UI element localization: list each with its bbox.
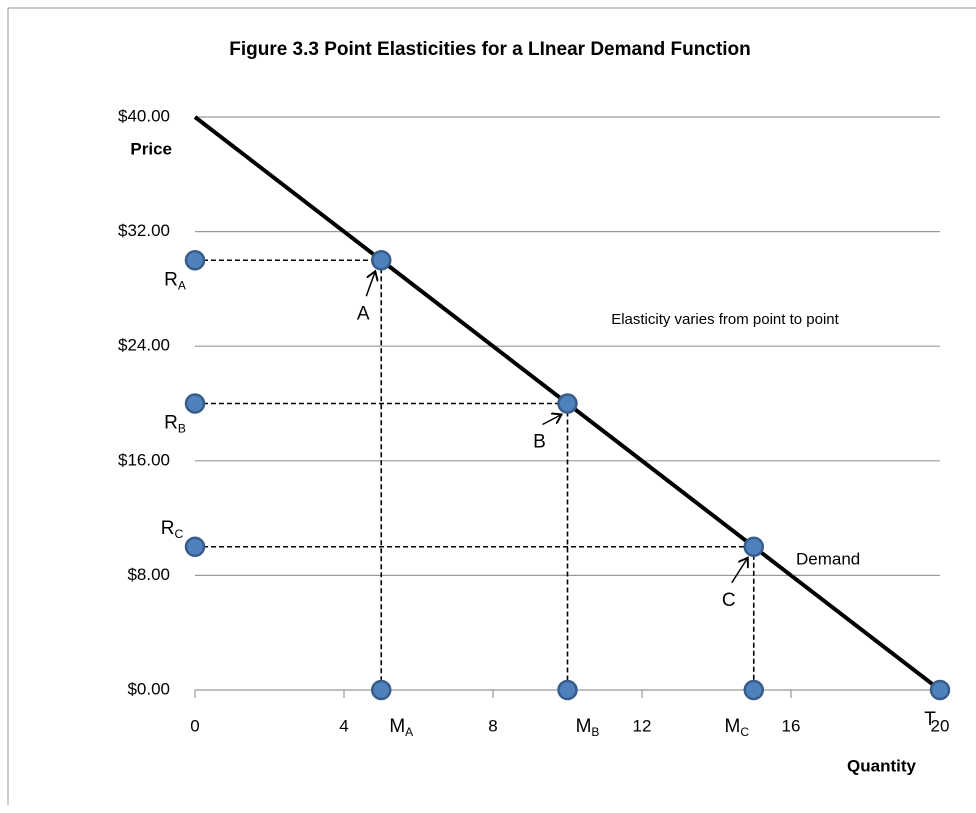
annotation: Elasticity varies from point to point: [611, 311, 839, 328]
point-label: MA: [389, 716, 413, 739]
x-tick-label: 16: [782, 716, 801, 735]
point-label: RA: [164, 269, 186, 292]
x-axis-label: Quantity: [847, 756, 916, 775]
label-text: A: [357, 303, 370, 324]
y-tick-label: $40.00: [118, 106, 170, 125]
y-tick-label: $8.00: [127, 565, 170, 584]
label-subscript: A: [405, 725, 413, 739]
label-text: M: [389, 716, 405, 737]
chart-title: Figure 3.3 Point Elasticities for a LIne…: [229, 39, 751, 60]
point: [371, 679, 392, 701]
x-tick-label: 4: [339, 716, 348, 735]
pointer-arrow: [731, 558, 748, 584]
y-tick-label: $32.00: [118, 221, 170, 240]
point-label: A: [357, 303, 370, 324]
label-text: T: [924, 709, 936, 730]
point-label: T: [924, 709, 936, 730]
label-text: R: [161, 518, 175, 539]
x-tick-label: 8: [488, 716, 497, 735]
label-text: M: [576, 716, 592, 737]
label-subscript: B: [591, 725, 599, 739]
point: [184, 536, 206, 557]
label-text: M: [725, 716, 741, 737]
y-tick-label: $0.00: [127, 679, 170, 698]
point: [371, 250, 392, 271]
point: [929, 679, 951, 701]
x-tick-label: 12: [633, 716, 652, 735]
point-label: B: [533, 432, 546, 453]
y-tick-label: $24.00: [118, 336, 170, 355]
label-text: R: [164, 269, 178, 290]
point-label: MB: [576, 716, 600, 739]
x-tick-label: 0: [190, 716, 199, 735]
point: [184, 250, 206, 271]
label-text: B: [533, 432, 546, 453]
label-text: C: [722, 590, 736, 611]
point: [743, 536, 764, 557]
point-label: MC: [725, 716, 750, 739]
series-label: Demand: [796, 549, 860, 568]
y-axis-label: Price: [130, 139, 172, 158]
label-subscript: A: [178, 278, 186, 292]
point: [557, 679, 578, 701]
point: [557, 393, 578, 414]
label-subscript: B: [178, 422, 186, 436]
point: [184, 393, 206, 414]
point-label: RC: [161, 518, 184, 541]
point-label: RB: [164, 413, 186, 436]
x-tick-label: 20: [931, 716, 950, 735]
point-label: C: [722, 590, 736, 611]
pointer-arrow: [542, 415, 562, 426]
pointer-arrow: [365, 271, 375, 297]
label-text: R: [164, 413, 178, 434]
label-subscript: C: [175, 527, 184, 541]
y-tick-label: $16.00: [118, 450, 170, 469]
point: [743, 679, 764, 701]
label-subscript: C: [740, 725, 749, 739]
